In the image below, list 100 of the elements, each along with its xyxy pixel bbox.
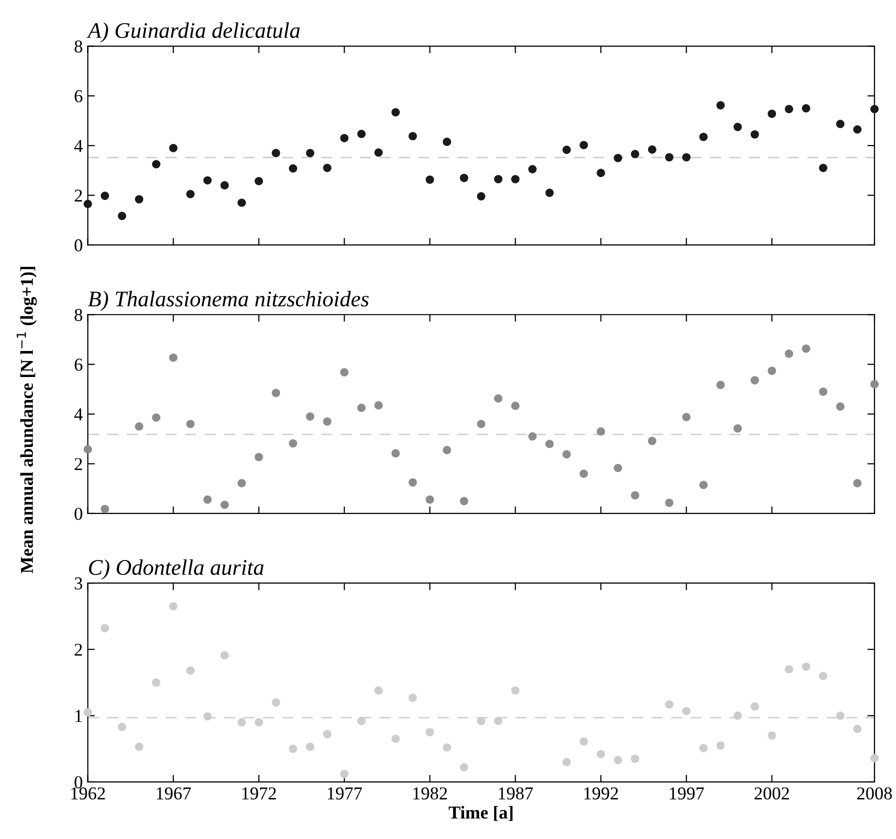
point [870, 104, 879, 114]
point [836, 712, 844, 720]
point [699, 132, 708, 142]
point [408, 694, 417, 702]
point [134, 742, 144, 751]
point [340, 134, 349, 142]
point [254, 176, 263, 186]
point [169, 353, 178, 362]
point [596, 427, 606, 436]
point [203, 176, 212, 185]
y-tick-label: 0 [74, 776, 82, 788]
y-tick-label: 0 [74, 508, 82, 520]
point [220, 651, 229, 660]
point [288, 439, 298, 448]
point [580, 140, 588, 150]
point [614, 756, 622, 764]
point [870, 380, 879, 388]
point [819, 388, 828, 396]
point [323, 730, 332, 738]
point [750, 130, 759, 139]
point [819, 672, 828, 680]
x-tick-label: 1967 [156, 787, 191, 800]
chart-title: A) Guinardia delicatula [86, 22, 300, 43]
point [220, 181, 229, 190]
point [306, 412, 314, 421]
point [134, 195, 144, 204]
point [734, 712, 742, 720]
point [84, 200, 92, 208]
y-tick-label: 6 [74, 90, 82, 102]
point [238, 478, 246, 488]
point [186, 666, 195, 675]
point [682, 706, 691, 716]
point [784, 665, 794, 674]
point [768, 366, 776, 375]
point [784, 104, 794, 114]
point [426, 495, 434, 504]
point [84, 445, 92, 454]
point [186, 190, 195, 198]
point [734, 122, 742, 132]
x-axis-title: Time [a] [448, 806, 512, 821]
x-tick-label: 1962 [71, 787, 105, 800]
x-tick-label: 1997 [670, 787, 704, 800]
x-tick-label: 1972 [242, 787, 276, 800]
point [238, 718, 246, 726]
y-tick-label: 2 [74, 190, 82, 202]
point [580, 470, 588, 478]
point [272, 388, 280, 398]
y-tick-label: 3 [74, 577, 82, 590]
y-tick-label: 8 [74, 308, 82, 322]
point [819, 164, 828, 172]
y-tick-label: 0 [74, 239, 82, 252]
point [306, 742, 314, 751]
point [288, 164, 298, 173]
point [288, 744, 298, 753]
point [580, 737, 588, 746]
point [391, 734, 400, 744]
y-tick-label: 2 [74, 458, 82, 470]
point [802, 662, 810, 671]
point [152, 678, 160, 687]
point [254, 452, 263, 462]
point [100, 192, 110, 200]
point [374, 686, 383, 695]
point [630, 754, 640, 763]
point [545, 440, 554, 448]
point [100, 504, 110, 514]
point [220, 500, 229, 509]
point [648, 436, 656, 446]
point [494, 716, 502, 726]
point [562, 758, 571, 766]
point [408, 132, 417, 140]
point [528, 432, 537, 441]
point [562, 146, 571, 154]
point [511, 686, 520, 695]
point [476, 192, 486, 200]
point [460, 763, 468, 772]
x-tick-label: 1992 [584, 787, 618, 800]
point [100, 624, 110, 632]
chart-title: C) Odontella aurita [89, 559, 264, 580]
point [836, 402, 844, 411]
point [716, 380, 725, 390]
point [374, 148, 383, 157]
point [323, 417, 332, 426]
x-tick-label: 1977 [328, 787, 362, 800]
point [460, 174, 468, 182]
y-tick-label: 4 [74, 140, 83, 152]
point [682, 153, 691, 162]
point [442, 446, 452, 454]
x-tick-label: 1987 [498, 787, 533, 800]
point [665, 700, 674, 709]
point [134, 422, 144, 431]
point [374, 401, 383, 410]
point [203, 495, 212, 504]
point [699, 480, 708, 490]
point [169, 602, 178, 610]
point [118, 722, 126, 732]
point [648, 145, 656, 154]
point [596, 750, 606, 758]
point [665, 153, 674, 162]
point [784, 349, 794, 358]
point [630, 491, 640, 500]
